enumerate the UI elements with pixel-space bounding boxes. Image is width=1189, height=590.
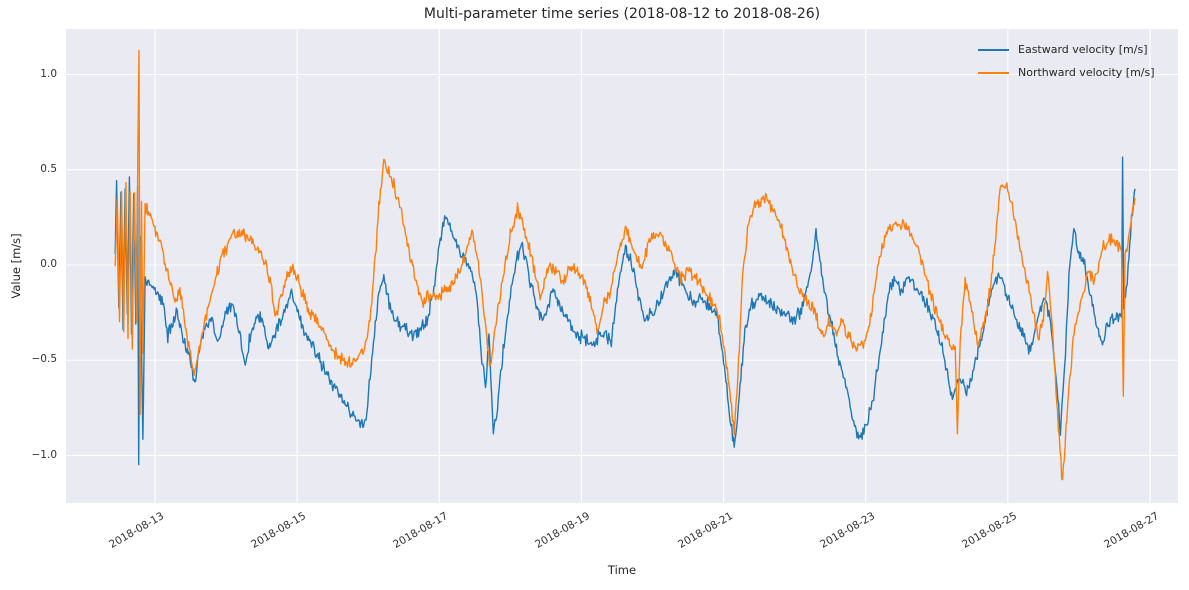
series-eastward-line (114, 156, 1136, 466)
x-axis-label: Time (607, 563, 637, 577)
northward-line-swatch (978, 71, 1009, 74)
legend: Eastward velocity [m/s] Northward veloci… (978, 38, 1155, 84)
legend-item-eastward: Eastward velocity [m/s] (978, 38, 1155, 61)
y-tick-label: −0.5 (31, 353, 58, 366)
y-tick-label: −1.0 (31, 448, 58, 461)
chart-title: Multi-parameter time series (2018-08-12 … (423, 6, 821, 22)
y-tick-label: 0.5 (40, 162, 57, 175)
eastward-line-swatch (978, 48, 1009, 51)
y-tick-label: 1.0 (40, 67, 57, 80)
legend-item-northward: Northward velocity [m/s] (978, 61, 1155, 84)
series-northward-line (114, 49, 1136, 481)
legend-label-northward: Northward velocity [m/s] (1018, 66, 1155, 79)
y-tick-label: 0.0 (40, 258, 57, 270)
legend-label-eastward: Eastward velocity [m/s] (1018, 43, 1148, 56)
